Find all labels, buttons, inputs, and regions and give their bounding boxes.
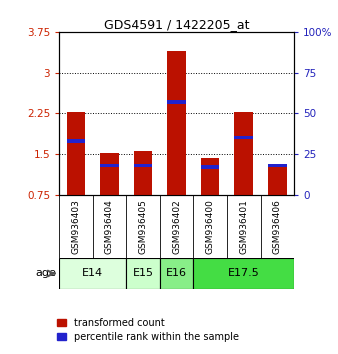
Bar [268,166,287,195]
Text: E16: E16 [166,268,187,279]
Bar [67,139,85,143]
Bar [59,258,126,289]
Legend: transformed count, percentile rank within the sample: transformed count, percentile rank withi… [57,318,239,342]
Title: GDS4591 / 1422205_at: GDS4591 / 1422205_at [104,18,249,31]
Bar [100,153,119,195]
Text: age: age [35,268,56,279]
Bar [134,151,152,195]
Text: E14: E14 [82,268,103,279]
Bar [126,258,160,289]
Bar [160,258,193,289]
Text: GSM936400: GSM936400 [206,199,215,254]
Text: GSM936401: GSM936401 [239,199,248,254]
Text: GSM936406: GSM936406 [273,199,282,254]
Text: E17.5: E17.5 [228,268,260,279]
Bar [167,51,186,195]
Bar [167,100,186,103]
Bar [268,164,287,167]
Bar [67,112,85,195]
Text: GSM936404: GSM936404 [105,199,114,254]
Bar [193,258,294,289]
Bar [201,165,219,169]
Bar [235,112,253,195]
Text: GSM936405: GSM936405 [139,199,148,254]
Text: GSM936403: GSM936403 [71,199,80,254]
Bar [134,164,152,167]
Text: GSM936402: GSM936402 [172,199,181,254]
Bar [235,136,253,139]
Text: E15: E15 [132,268,153,279]
Bar [100,164,119,167]
Bar [201,158,219,195]
